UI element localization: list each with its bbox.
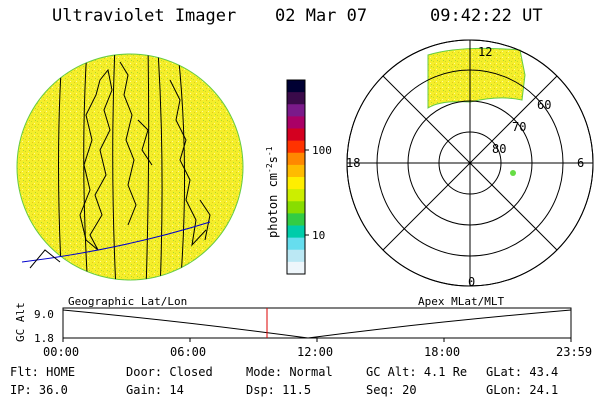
orbit-axis-label: GC Alt [14, 302, 27, 342]
orbit-frame [62, 307, 572, 339]
orbit-x-tick-1: 06:00 [170, 345, 206, 359]
colorbar-swatch [287, 189, 305, 202]
lat-label-80: 80 [492, 142, 506, 156]
orbit-x-tick-4: 23:59 [556, 345, 592, 359]
orbit-y-bottom: 1.8 [34, 332, 54, 345]
earth-image [16, 53, 244, 281]
auroral-oval [427, 47, 526, 109]
colorbar-swatch [287, 213, 305, 226]
colorbar-swatch [287, 104, 305, 117]
orbit-x-tick-3: 18:00 [424, 345, 460, 359]
colorbar-swatch [287, 140, 305, 154]
mlt-label-0: 0 [468, 275, 475, 289]
status-gc-alt: GC Alt: 4.1 Re [366, 365, 467, 379]
coastline-fragment [29, 249, 61, 269]
orbit-altitude-curve [62, 309, 572, 339]
colorbar-tick-10: 10 [312, 229, 325, 242]
status-flt: Flt: HOME [10, 365, 75, 379]
status-mode: Mode: Normal [246, 365, 333, 379]
colorbar-swatch [287, 152, 305, 166]
colorbar: 100 10 photon cm-2s-1 [265, 79, 332, 275]
status-door: Door: Closed [126, 365, 213, 379]
status-glat: GLat: 43.4 [486, 365, 558, 379]
colorbar-unit-label: photon cm-2s-1 [265, 146, 280, 238]
colorbar-swatch [287, 261, 305, 275]
colorbar-frame [286, 79, 306, 275]
orbit-right-label: Apex MLat/MLT [418, 295, 504, 308]
status-seq: Seq: 20 [366, 383, 417, 397]
colorbar-swatch [287, 237, 305, 251]
colorbar-swatch [287, 128, 305, 142]
header-time: 09:42:22 UT [430, 6, 543, 26]
mlt-label-18: 18 [346, 156, 360, 170]
status-footer: Flt: HOME Door: Closed Mode: Normal GC A… [10, 365, 558, 397]
orbit-plot: Geographic Lat/Lon Apex MLat/MLT GC Alt … [14, 295, 592, 359]
colorbar-swatches [287, 80, 305, 275]
colorbar-swatch [287, 116, 305, 129]
colorbar-swatch [287, 80, 305, 93]
mlt-label-12: 12 [478, 45, 492, 59]
colorbar-swatch [287, 249, 305, 263]
polar-plot: 12 18 6 0 60 70 80 [346, 39, 594, 289]
header-title: Ultraviolet Imager [52, 6, 237, 26]
colorbar-swatch [287, 177, 305, 190]
lat-label-60: 60 [537, 98, 551, 112]
polar-spot [510, 170, 516, 176]
earth-map-overlay [58, 54, 211, 280]
orbit-x-tick-2: 12:00 [297, 345, 333, 359]
status-dsp: Dsp: 11.5 [246, 383, 311, 397]
status-glon: GLon: 24.1 [486, 383, 558, 397]
orbit-left-label: Geographic Lat/Lon [68, 295, 187, 308]
status-gain: Gain: 14 [126, 383, 184, 397]
orbit-x-tick-0: 00:00 [43, 345, 79, 359]
colorbar-tick-100: 100 [312, 144, 332, 157]
orbit-y-top: 9.0 [34, 308, 54, 321]
colorbar-swatch [287, 92, 305, 105]
colorbar-swatch [287, 201, 305, 214]
header-date: 02 Mar 07 [275, 6, 368, 26]
terminator-line [21, 221, 211, 263]
status-ip: IP: 36.0 [10, 383, 68, 397]
colorbar-swatch [287, 164, 305, 178]
mlt-label-6: 6 [577, 156, 584, 170]
lat-label-70: 70 [512, 120, 526, 134]
colorbar-swatch [287, 225, 305, 239]
